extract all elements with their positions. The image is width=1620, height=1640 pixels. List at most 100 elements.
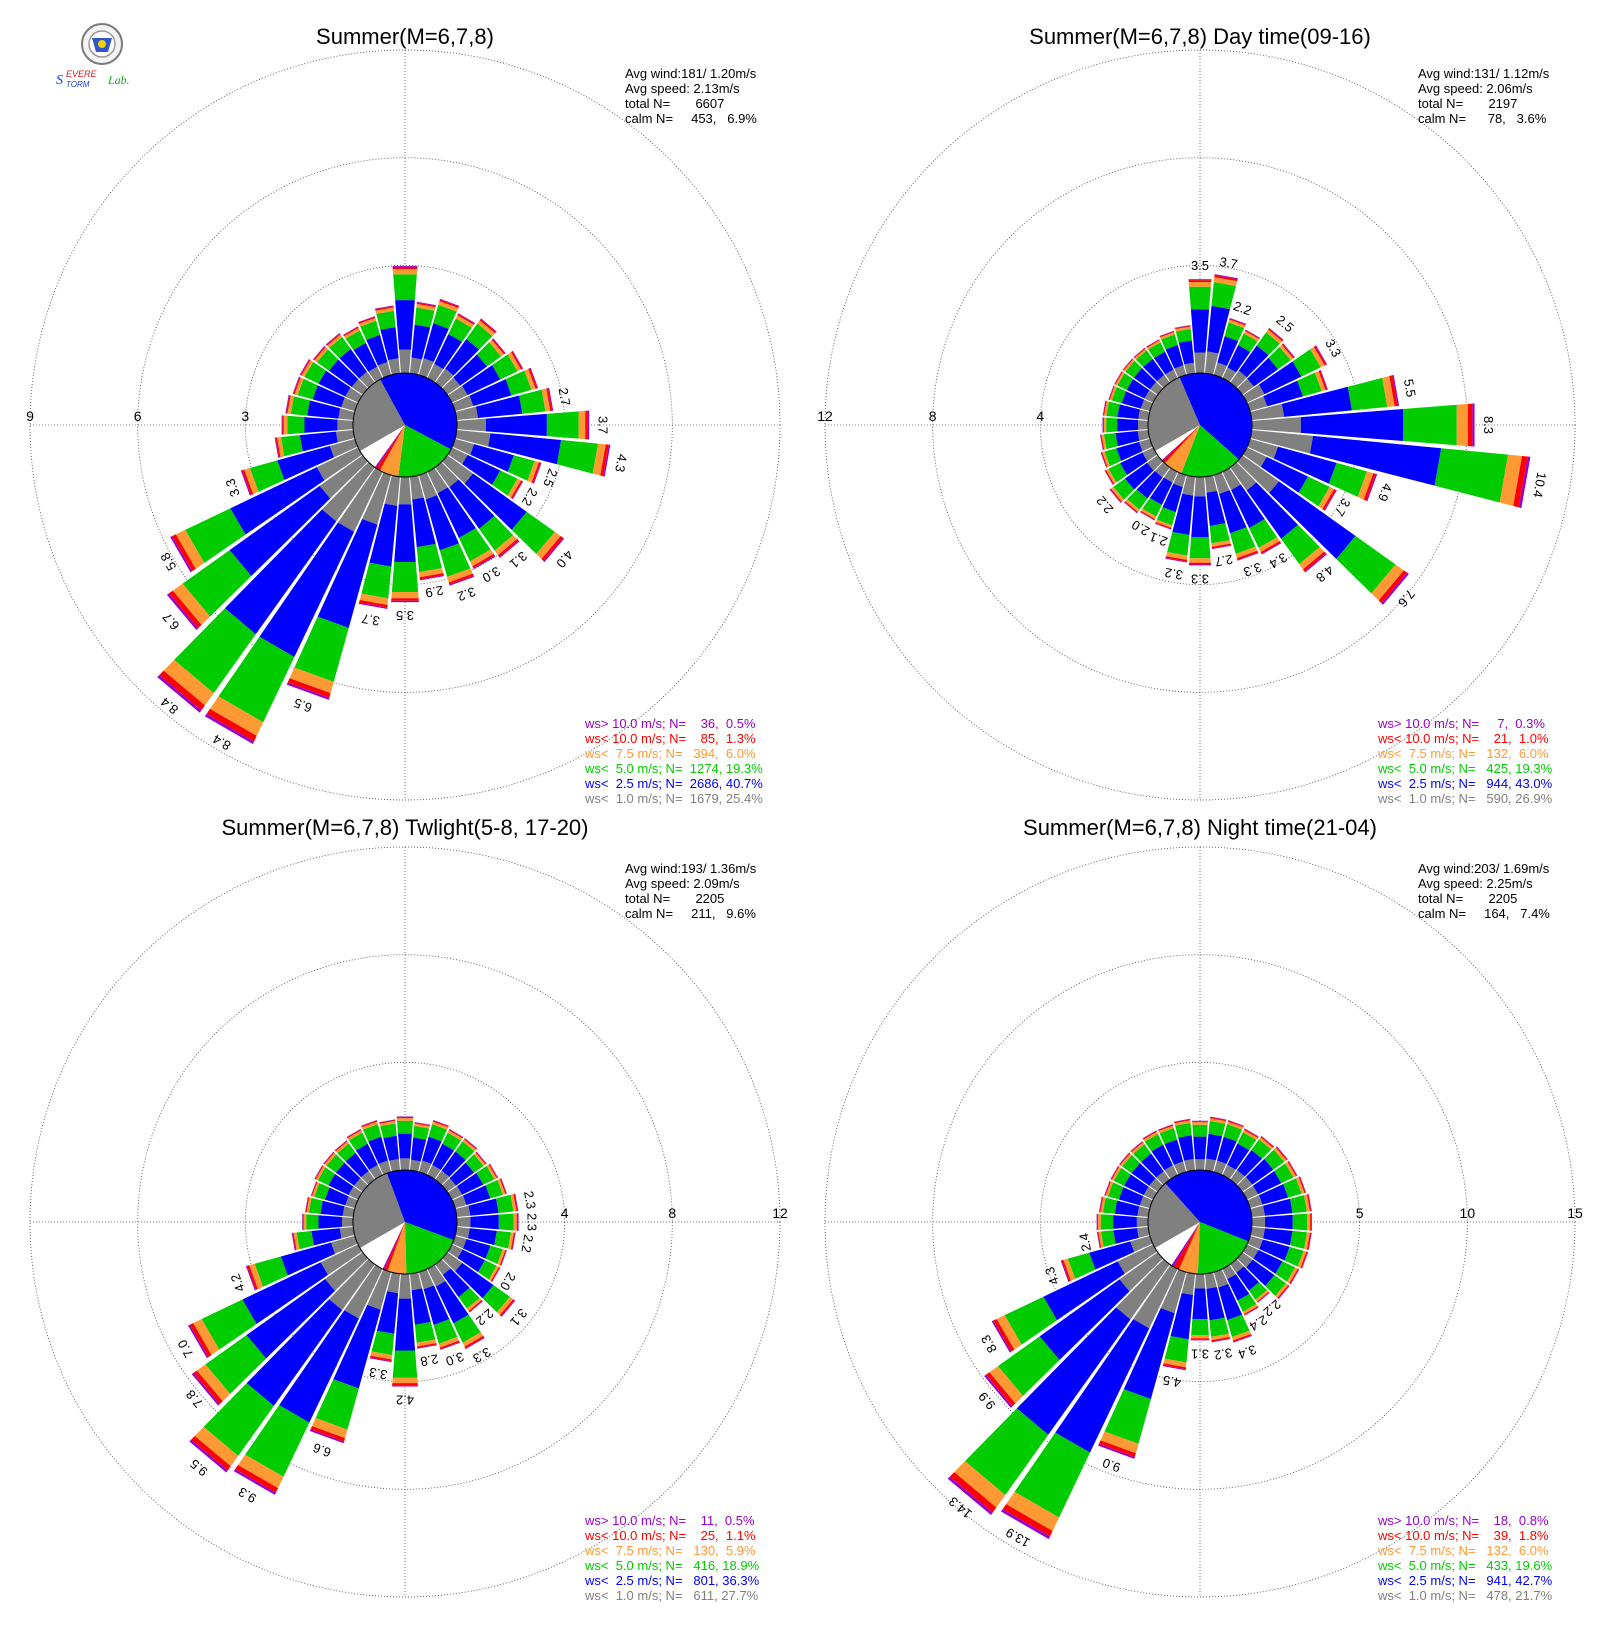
rose-bar-segment xyxy=(355,1143,378,1170)
bar-value-label: 13.9 xyxy=(1003,1525,1032,1551)
rose-bar-segment xyxy=(302,1213,304,1231)
calm-pie-slice xyxy=(374,425,405,469)
rose-bar-segment xyxy=(1265,1214,1293,1230)
bar-value-label: 3.5 xyxy=(1191,258,1209,273)
rose-bar-segment xyxy=(1237,1252,1253,1268)
rose-bar-segment xyxy=(194,1426,239,1467)
rose-bar-segment xyxy=(1097,1231,1102,1248)
rose-bar-segment xyxy=(1014,1432,1090,1518)
rose-bar-segment xyxy=(1209,1117,1227,1122)
rose-bar-segment xyxy=(527,460,539,483)
rose-bar-segment xyxy=(1165,557,1187,563)
rose-bar-segment xyxy=(1269,481,1356,559)
rose-bar-segment xyxy=(380,1123,397,1138)
rose-bar-segment xyxy=(416,301,436,306)
rose-bar-segment xyxy=(329,1259,375,1311)
rose-bar-segment xyxy=(1320,369,1328,390)
rose-bar-segment xyxy=(488,433,562,465)
rose-bar-segment xyxy=(414,1321,436,1343)
stats-line: Avg speed: 2.13m/s xyxy=(625,81,740,96)
stats-line: total N= 2205 xyxy=(625,891,724,906)
rose-bar-segment xyxy=(305,1196,309,1213)
rose-bar-segment xyxy=(1318,486,1335,510)
rose-bar-segment xyxy=(510,480,523,499)
rose-bar-segment xyxy=(1222,367,1237,383)
windrose-panel: 5 10 152.22.43.43.23.14.59.013.914.39.98.3… xyxy=(824,815,1583,1603)
rose-bar-segment xyxy=(1164,1165,1178,1180)
rose-bar-segment xyxy=(1282,343,1295,358)
rose-bar-segment xyxy=(1255,1290,1269,1302)
rose-bar-segment xyxy=(1137,429,1150,441)
rose-bar-segment xyxy=(366,334,388,366)
rose-bar-segment xyxy=(1213,277,1238,286)
rose-bar-segment xyxy=(500,1250,507,1266)
rose-bar-segment xyxy=(1213,362,1227,378)
rose-bar-segment xyxy=(1347,377,1388,411)
rose-bar-segment xyxy=(466,323,493,350)
rose-bar-segment xyxy=(510,351,523,370)
bar-value-label: 4.2 xyxy=(227,1272,247,1294)
rose-bar-segment xyxy=(1467,403,1473,447)
rose-bar-segment xyxy=(427,1164,441,1180)
rose-bar-segment xyxy=(414,307,435,328)
rose-bar-segment xyxy=(1189,562,1211,565)
rose-bar-segment xyxy=(1304,553,1328,573)
rose-bar-segment xyxy=(1242,1304,1258,1315)
rose-bar-segment xyxy=(358,316,375,323)
bar-value-label: 8.4 xyxy=(210,731,233,753)
rose-bar-segment xyxy=(448,573,474,585)
rose-bar-segment xyxy=(1154,523,1172,530)
ring-label: 3 xyxy=(241,408,249,424)
rose-bar-segment xyxy=(1173,472,1187,488)
rose-bar-segment xyxy=(303,1214,307,1230)
rose-bar-segment xyxy=(531,462,541,484)
stats-line: calm N= 78, 3.6% xyxy=(1418,111,1547,126)
rose-bar-segment xyxy=(1213,1160,1227,1175)
rose-bar-segment xyxy=(1063,1258,1076,1281)
rose-bar-segment xyxy=(375,307,395,314)
rose-bar-segment xyxy=(1247,357,1279,387)
rose-bar-segment xyxy=(1300,1251,1308,1269)
bar-value-label: 5.8 xyxy=(157,550,179,573)
rose-bar-segment xyxy=(1230,1259,1244,1273)
rose-bar-segment xyxy=(280,435,303,457)
rose-bar-segment xyxy=(343,327,360,339)
rose-bar-segment xyxy=(1123,1174,1149,1196)
rose-bar-segment xyxy=(1242,1244,1259,1259)
rose-bar-segment xyxy=(485,413,547,437)
stats-line: total N= 2205 xyxy=(1418,891,1517,906)
rose-bar-segment xyxy=(439,1340,460,1350)
rose-bar-segment xyxy=(1238,345,1269,378)
svg-text:Lab.: Lab. xyxy=(107,73,130,87)
rose-bar-segment xyxy=(432,1120,449,1128)
rose-bar-segment xyxy=(455,315,474,328)
rose-bar-segment xyxy=(543,537,565,563)
rose-bar-segment xyxy=(1230,370,1247,388)
rose-bar-segment xyxy=(453,354,488,386)
rose-bar-segment xyxy=(419,575,445,581)
calm-pie-slice xyxy=(386,1170,457,1241)
rose-bar-segment xyxy=(1204,475,1218,493)
rose-bar-segment xyxy=(423,323,449,362)
rose-bar-segment xyxy=(1322,488,1336,511)
rose-bar-segment xyxy=(991,1320,1012,1353)
rose-bar-segment xyxy=(1217,1136,1237,1164)
rose-bar-segment xyxy=(411,1137,427,1162)
rose-bar-segment xyxy=(1224,322,1245,342)
rose-bar-segment xyxy=(1232,1333,1252,1342)
bar-value-label: 3.3 xyxy=(1322,336,1344,359)
rose-bar-segment xyxy=(1253,1249,1283,1274)
rose-bar-segment xyxy=(1133,347,1146,358)
rose-bar-segment xyxy=(418,472,438,500)
rose-bar-segment xyxy=(1162,1365,1186,1371)
rose-bar-segment xyxy=(275,437,281,458)
rose-bar-segment xyxy=(394,1298,416,1351)
rose-bar-segment xyxy=(203,1383,274,1456)
rose-bar-segment xyxy=(1156,1171,1170,1185)
rose-bar-segment xyxy=(1122,358,1133,371)
rose-bar-segment xyxy=(1297,372,1322,397)
rose-bar-segment xyxy=(1189,558,1211,563)
rose-bar-segment xyxy=(238,1454,284,1489)
rose-bar-segment xyxy=(427,1264,446,1287)
rose-bar-segment xyxy=(1155,522,1172,530)
